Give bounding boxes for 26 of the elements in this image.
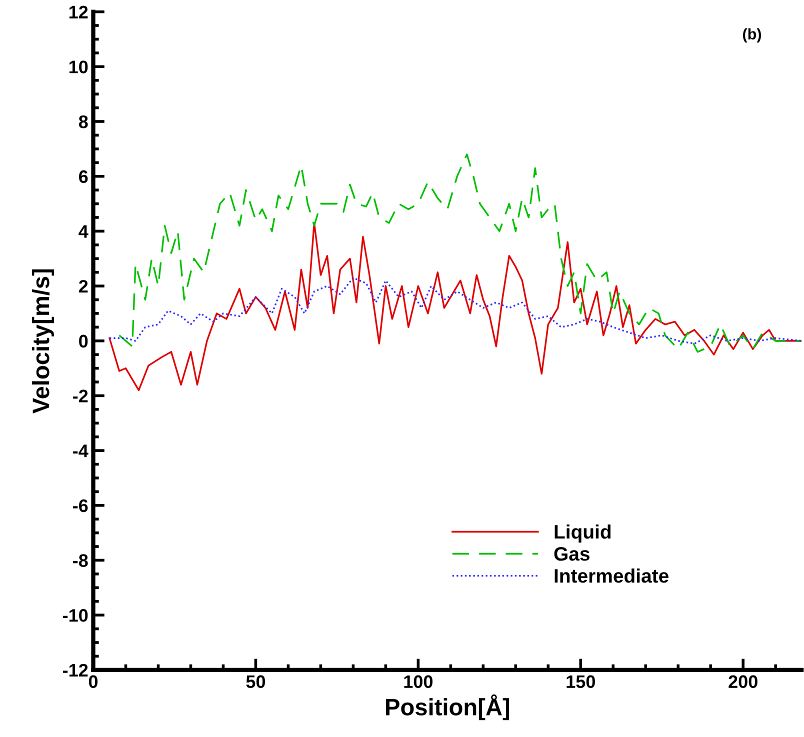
y-tick-label: 10	[69, 60, 88, 74]
y-tick-label: 12	[69, 6, 88, 18]
x-tick-label: 100	[404, 675, 433, 688]
annotation: (b)	[743, 28, 761, 42]
x-tick-label: 150	[566, 675, 595, 688]
x-tick-label: 0	[88, 675, 98, 688]
y-tick-label: -8	[73, 554, 88, 567]
x-tick-label: 50	[246, 675, 266, 688]
legend-label: Gas	[554, 546, 590, 561]
y-tick-label: -10	[63, 609, 88, 622]
y-tick-label: -2	[73, 390, 88, 402]
y-tick-label: -12	[63, 664, 88, 676]
line-series	[108, 276, 802, 344]
x-axis-title: Position[Å]	[386, 694, 510, 720]
x-tick-label: 200	[728, 675, 758, 688]
y-tick-label: 6	[79, 170, 88, 184]
y-tick-label: 0	[79, 334, 88, 348]
y-tick-label: -6	[73, 499, 88, 512]
line-series	[118, 154, 802, 353]
y-tick-label: 4	[78, 225, 88, 238]
legend-label: Liquid	[554, 524, 611, 543]
y-tick-label: -4	[73, 444, 88, 458]
y-axis-title: Velocity[m/s]	[32, 269, 54, 414]
legend-label: Intermediate	[554, 568, 668, 583]
y-tick-label: 8	[78, 115, 88, 128]
y-tick-label: 2	[78, 280, 88, 293]
